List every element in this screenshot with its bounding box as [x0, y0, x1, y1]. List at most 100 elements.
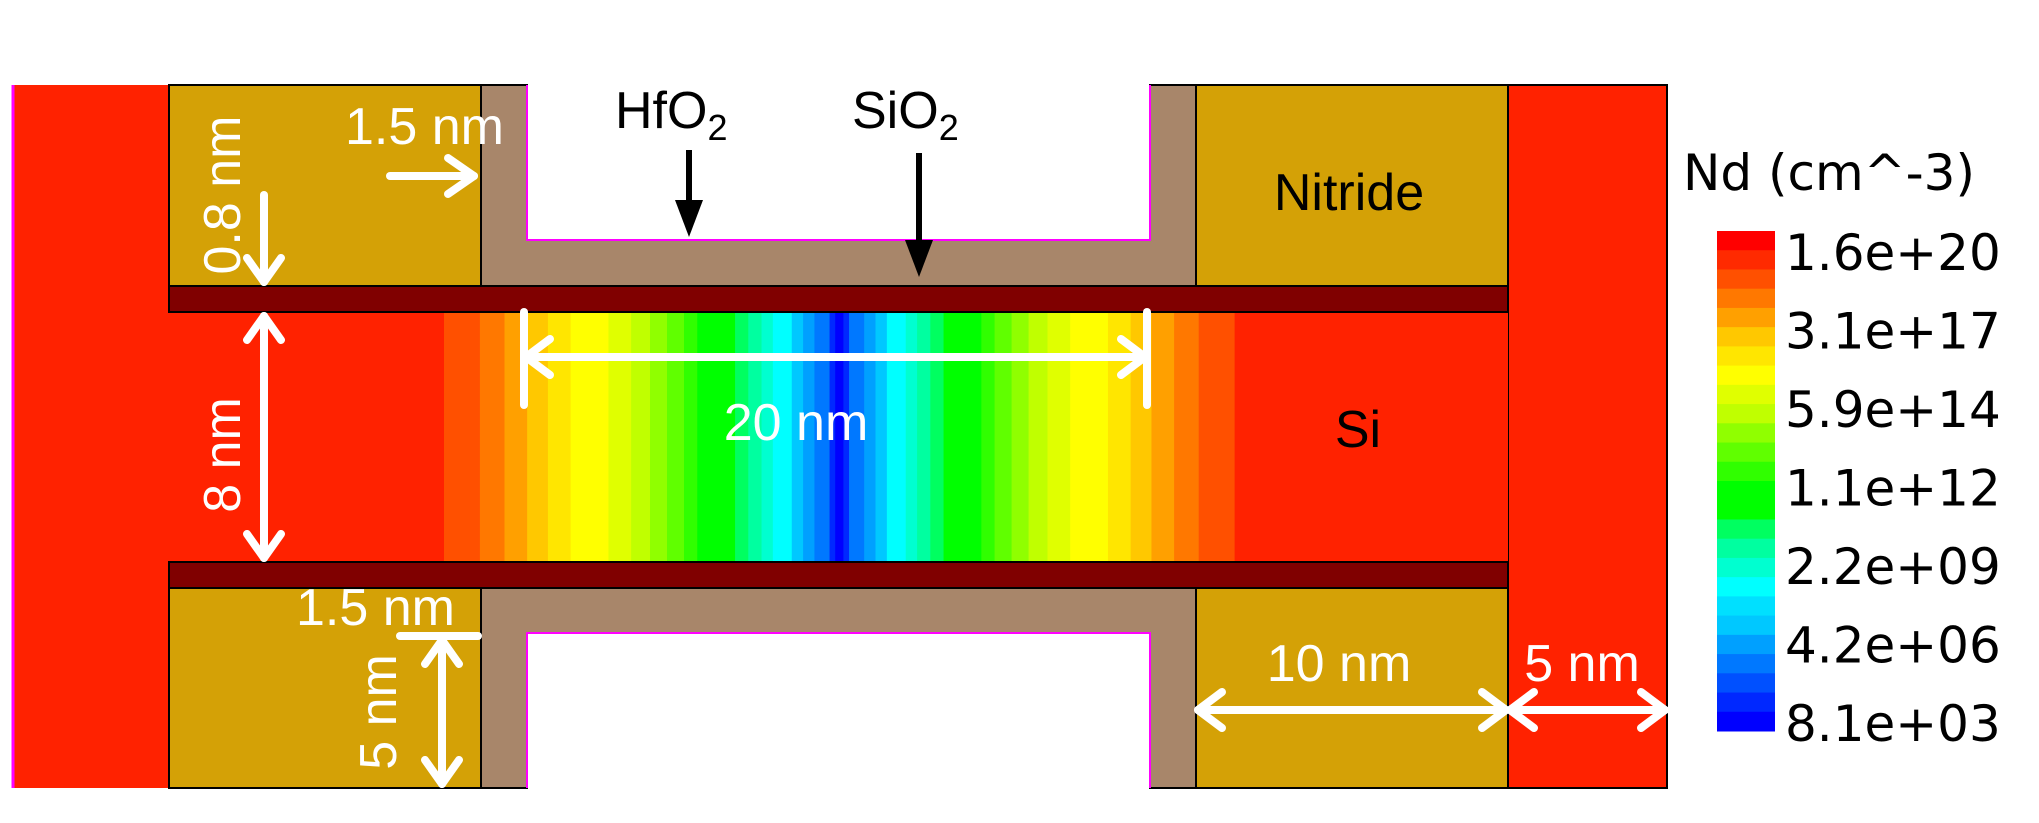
channel-doping-band [1010, 312, 1029, 562]
colorbar: Nd (cm^-3) 1.6e+20 3.1e+17 5.9e+14 1.1e+12 2… [1683, 144, 2001, 753]
colorbar-band [1717, 250, 1775, 270]
oxide-thickness-label: 0.8 nm [194, 116, 252, 275]
colorbar-band [1717, 231, 1775, 251]
nitride-bottom-right [1195, 587, 1509, 789]
hfo2-label: HfO2 [615, 82, 727, 148]
colorbar-band [1717, 307, 1775, 328]
colorbar-tick-label: 5.9e+14 [1785, 381, 2001, 439]
channel-doping-band [1173, 312, 1199, 562]
spacer-top-arrow [386, 154, 478, 198]
channel-doping-band [1046, 312, 1071, 562]
channel-doping-band [1027, 312, 1048, 562]
channel-doping-band [886, 312, 906, 562]
colorbar-band [1717, 346, 1775, 367]
colorbar-band [1717, 711, 1775, 732]
spacer-bottom-label: 1.5 nm [296, 579, 455, 637]
spacer-top-label: 1.5 nm [345, 98, 504, 156]
channel-doping-band [479, 312, 506, 562]
si-source-contact [13, 85, 169, 788]
colorbar-band [1717, 404, 1775, 424]
channel-doping-band [570, 312, 610, 562]
gate-outline-top [526, 85, 1151, 241]
contact-width-label: 5 nm [1524, 635, 1640, 693]
channel-doping-band [667, 312, 685, 562]
hfo2-pointer-head [675, 200, 703, 237]
channel-doping-band [761, 312, 774, 562]
colorbar-band [1717, 365, 1775, 386]
colorbar-band [1717, 673, 1775, 694]
channel-doping-band [980, 312, 995, 562]
channel-doping-band [916, 312, 931, 562]
gate-length-arrow [520, 308, 1151, 409]
sio2-pointer-head [905, 240, 933, 277]
channel-doping-band [814, 312, 831, 562]
channel-doping-band [839, 312, 844, 562]
channel-doping-band [1150, 312, 1175, 562]
gate-height-label: 5 nm [350, 654, 408, 770]
hfo2-bottom-gate-dielectric [480, 587, 1197, 789]
channel-thickness-label: 8 nm [194, 397, 252, 513]
colorbar-band [1717, 538, 1775, 559]
colorbar-band [1717, 577, 1775, 597]
sio2-label: SiO2 [852, 82, 959, 148]
colorbar-band [1717, 500, 1775, 520]
contact-width-arrow [1506, 688, 1669, 732]
si-label: Si [1335, 401, 1381, 459]
channel-doping-band [835, 312, 840, 562]
colorbar-band [1717, 327, 1775, 347]
colorbar-tick-label: 1.6e+20 [1785, 224, 2001, 282]
colorbar-band [1717, 442, 1775, 463]
colorbar-band [1717, 634, 1775, 655]
channel-doping-band [1107, 312, 1131, 562]
channel-thickness-arrow [243, 312, 285, 562]
channel-doping-band [735, 312, 749, 562]
channel-doping-band [547, 312, 572, 562]
channel-doping-band [772, 312, 793, 562]
nitride-label: Nitride [1274, 164, 1424, 222]
colorbar-tick-label: 2.2e+09 [1785, 538, 2001, 596]
channel-doping-band [684, 312, 698, 562]
channel-doping-band [608, 312, 632, 562]
channel-doping-band [631, 312, 651, 562]
channel-doping-band [874, 312, 887, 562]
gate-outline-bottom [526, 632, 1151, 788]
colorbar-band [1717, 423, 1775, 444]
gate-height-arrow [421, 636, 463, 788]
colorbar-band [1717, 269, 1775, 290]
oxide-thickness-arrow [243, 191, 285, 286]
sio2-bottom-layer [168, 561, 1509, 589]
channel-doping-band [942, 312, 982, 562]
channel-doping-band [650, 312, 668, 562]
colorbar-title: Nd (cm^-3) [1683, 144, 1975, 202]
colorbar-band [1717, 288, 1775, 309]
channel-doping-band [905, 312, 918, 562]
colorbar-band [1717, 481, 1775, 501]
colorbar-labels: 1.6e+20 3.1e+17 5.9e+14 1.1e+12 2.2e+09 4.2e+… [1785, 224, 2001, 753]
si-drain-contact [1507, 84, 1668, 789]
channel-doping-band [748, 312, 763, 562]
channel-doping-band [863, 312, 876, 562]
channel-doping-band [1069, 312, 1108, 562]
colorbar-band [1717, 615, 1775, 636]
channel-doping-band [993, 312, 1012, 562]
nitride-top-left [168, 84, 482, 287]
colorbar-band [1717, 557, 1775, 578]
colorbar-band [1717, 654, 1775, 674]
colorbar-band [1717, 596, 1775, 617]
gate-length-label: 20 nm [724, 394, 869, 452]
colorbar-tick-label: 4.2e+06 [1785, 617, 2001, 675]
channel-doping-band [848, 312, 865, 562]
colorbar-band [1717, 519, 1775, 540]
channel-doping-band [829, 312, 836, 562]
hfo2-top-gate-dielectric [480, 84, 1197, 287]
channel-doping-band [929, 312, 944, 562]
colorbar-tick-label: 3.1e+17 [1785, 303, 2001, 361]
colorbar-bands [1717, 231, 1775, 732]
sio2-top-layer [168, 285, 1509, 313]
channel-doping-band [1198, 312, 1235, 562]
channel-doping-band [791, 312, 804, 562]
channel-doping-band [444, 312, 481, 562]
colorbar-band [1717, 461, 1775, 482]
colorbar-band [1717, 692, 1775, 713]
